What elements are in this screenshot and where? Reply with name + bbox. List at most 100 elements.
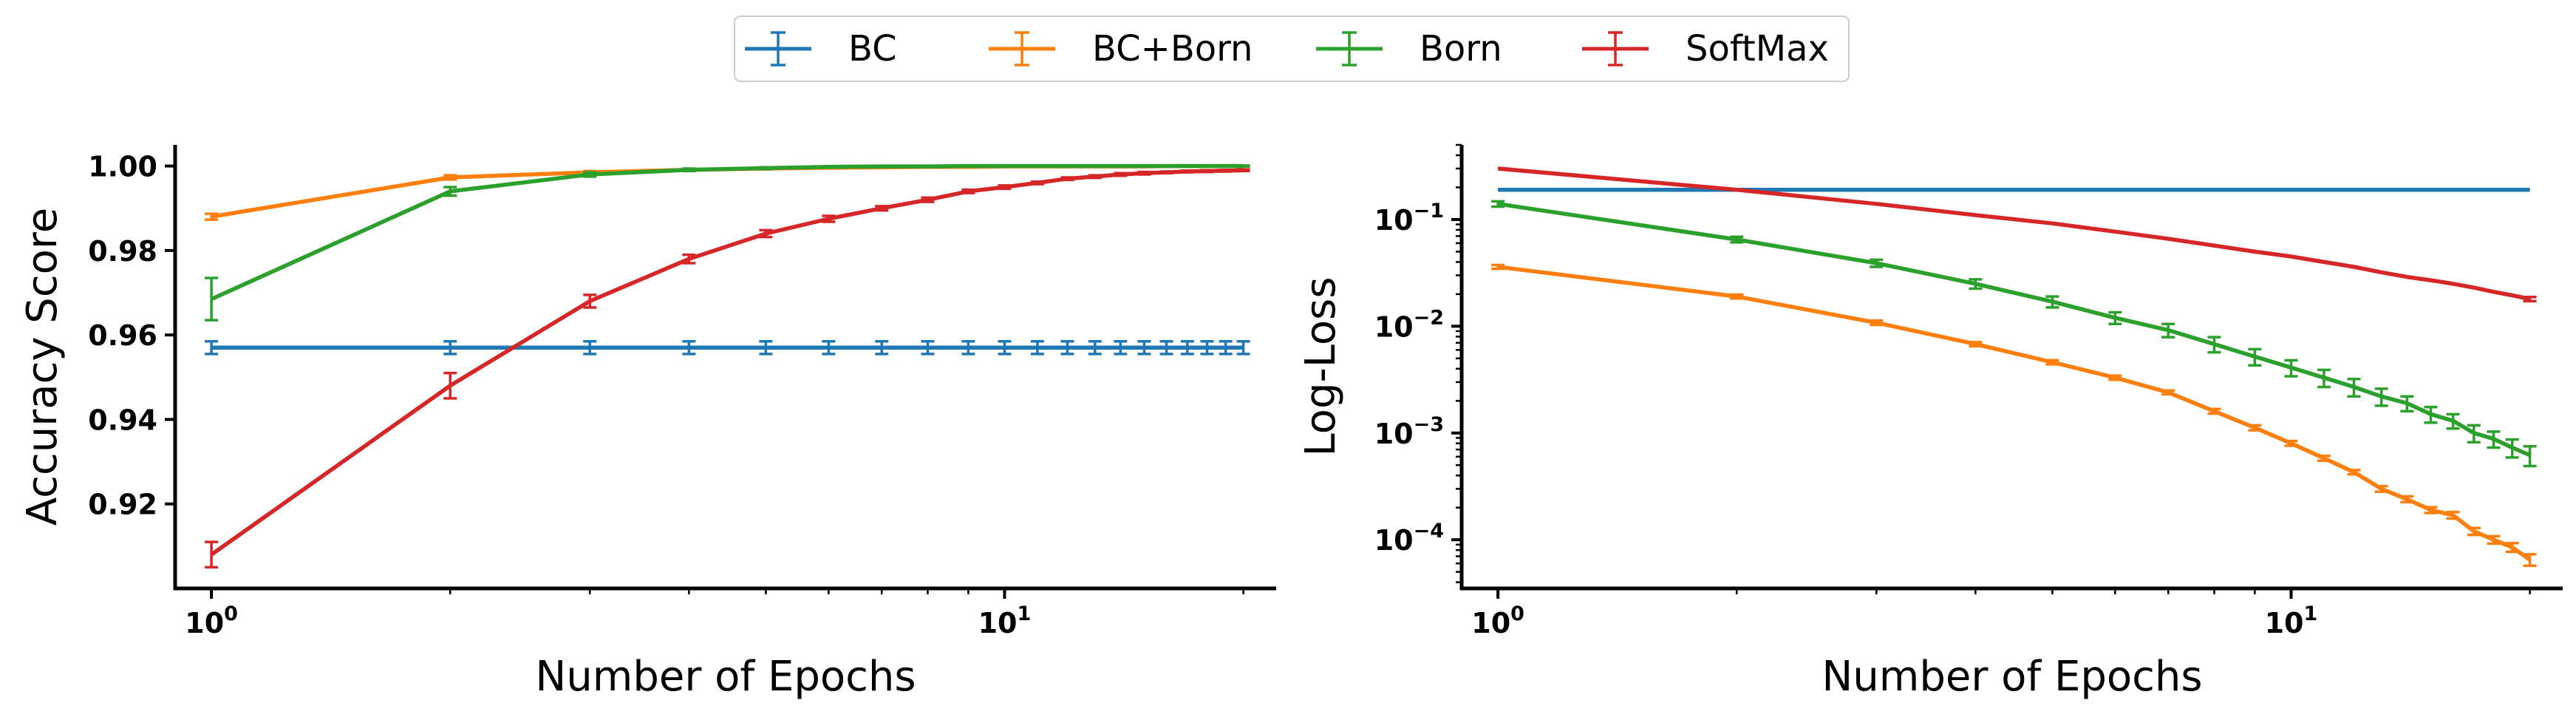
error-bar (682, 253, 696, 265)
error-bar (1730, 293, 1744, 300)
error-bar (2523, 445, 2537, 468)
y-tick-label-base: 10 (1374, 418, 1414, 450)
error-bar (583, 293, 597, 309)
error-bar (205, 339, 219, 356)
legend-entry-born: Born (1316, 28, 1502, 69)
error-bar (2161, 322, 2175, 339)
error-bar (1491, 200, 1505, 208)
y-tick-label: 10−3 (1374, 413, 1444, 450)
error-bar (1200, 339, 1214, 356)
y-tick-label-exponent: −1 (1414, 200, 1444, 223)
y-tick-label-base: 10 (1374, 310, 1414, 343)
error-bar (1870, 319, 1884, 327)
series-line (1497, 265, 2532, 562)
error-bar (2505, 541, 2519, 554)
x-axis-label: Number of Epochs (1822, 653, 2202, 701)
error-bar (2284, 439, 2298, 447)
error-bar (2446, 412, 2460, 430)
y-axis-label: Accuracy Score (18, 208, 67, 526)
x-tick-label-base: 10 (185, 607, 224, 639)
error-bar (875, 205, 889, 212)
error-bar (875, 339, 889, 356)
error-bar (1030, 339, 1044, 356)
error-bar (2317, 368, 2331, 389)
error-bar (1060, 176, 1074, 182)
y-tick-label: 10−1 (1374, 200, 1444, 237)
x-tick-label-base: 10 (978, 607, 1018, 639)
error-bar (1180, 339, 1194, 356)
error-bar (1159, 170, 1173, 175)
error-bar (2207, 336, 2221, 354)
x-tick-label-exponent: 1 (1018, 602, 1032, 625)
x-tick-label-base: 10 (1471, 607, 1510, 639)
series-bc-born (1491, 263, 2537, 568)
series-bc (205, 339, 1250, 356)
x-tick-label: 100 (1471, 602, 1524, 639)
series-born (205, 163, 1250, 322)
y-tick-label: 0.98 (88, 235, 157, 268)
error-bar (1137, 170, 1151, 176)
series-line (211, 163, 1244, 219)
y-tick-label: 0.94 (88, 404, 157, 436)
error-bar (822, 339, 836, 356)
error-bar (1219, 339, 1233, 356)
error-bar (1060, 339, 1074, 356)
error-bar (2523, 296, 2537, 303)
error-bar (961, 339, 975, 356)
error-bar (443, 174, 457, 181)
error-bar (2207, 407, 2221, 415)
y-axis-label: Log-Loss (1297, 276, 1345, 456)
error-bar (2467, 424, 2481, 444)
error-bar (2487, 430, 2501, 449)
error-bar (1114, 339, 1128, 356)
error-bar (921, 164, 935, 169)
legend-entry-bc: BC (745, 28, 897, 69)
error-bar (921, 196, 935, 203)
error-bar (2161, 389, 2175, 396)
error-bar (1870, 258, 1884, 268)
legend-label: Born (1420, 28, 1502, 69)
series-softmax (205, 168, 1250, 569)
error-bar (2505, 438, 2519, 459)
y-tick-label-exponent: −2 (1414, 306, 1444, 329)
error-bar (961, 188, 975, 194)
error-bar (1491, 263, 1505, 271)
x-axis-label: Number of Epochs (535, 653, 916, 701)
error-bar (443, 371, 457, 400)
error-bar (583, 339, 597, 356)
y-tick-label: 10−4 (1374, 520, 1444, 557)
error-bar (2424, 405, 2438, 424)
error-bar (2045, 295, 2059, 309)
error-bar (1030, 180, 1044, 186)
series-line (210, 163, 1244, 302)
error-bar (1159, 339, 1173, 356)
error-bar (759, 339, 773, 356)
series-softmax (1497, 166, 2537, 303)
error-bar (1200, 169, 1214, 174)
x-tick-label: 101 (978, 602, 1032, 639)
x-tick-label-exponent: 0 (224, 602, 238, 625)
error-bar (2248, 347, 2262, 367)
error-bar (921, 339, 935, 356)
y-tick-label: 0.96 (88, 319, 157, 352)
y-tick-label-exponent: −4 (1414, 520, 1444, 543)
error-bar (2424, 506, 2438, 514)
error-bar (759, 166, 773, 171)
legend-label: SoftMax (1686, 28, 1829, 69)
error-bar (2400, 495, 2414, 504)
error-bar (2446, 510, 2460, 520)
error-bar (2487, 534, 2501, 546)
legend-frame (734, 16, 1850, 82)
error-bar (822, 165, 836, 169)
error-bar (1969, 341, 1983, 348)
legend-entry-softmax: SoftMax (1582, 28, 1829, 69)
error-bar (998, 184, 1012, 191)
error-bar (205, 212, 219, 221)
error-bar (2248, 424, 2262, 432)
error-bar (682, 167, 696, 173)
y-tick-label: 1.00 (88, 151, 157, 183)
error-bar (443, 186, 457, 197)
